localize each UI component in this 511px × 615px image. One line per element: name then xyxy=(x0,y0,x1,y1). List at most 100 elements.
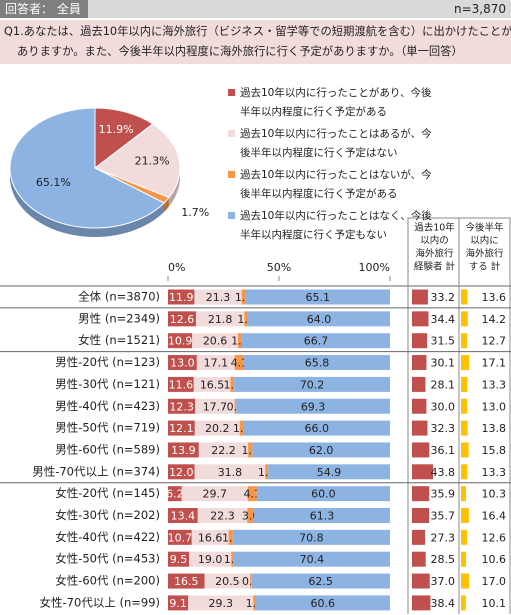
bar-label: 12.1 xyxy=(169,422,194,435)
bar-label: 31.8 xyxy=(218,466,243,479)
bar-segment xyxy=(256,486,390,502)
bar-label: 65.1 xyxy=(305,291,330,304)
x-tick-label: 0% xyxy=(168,261,185,274)
bar-label: 17.7 xyxy=(203,400,228,413)
bar-segment xyxy=(204,573,251,589)
summary-bar xyxy=(461,333,468,349)
category-label: 全体 (n=3870) xyxy=(78,290,160,304)
summary-label: 13.0 xyxy=(482,400,507,413)
sample-size: n=3,870 xyxy=(454,2,506,16)
summary-bar xyxy=(461,420,468,436)
bar-label: 60.6 xyxy=(310,597,335,610)
summary-bar xyxy=(461,442,469,458)
category-label: 男性-70代以上 (n=374) xyxy=(32,464,160,478)
category-label: 男性-30代 (n=121) xyxy=(55,377,160,391)
bar-segment xyxy=(181,486,248,502)
column-title: 経験者 計 xyxy=(414,261,456,273)
bar-label: 16.5 xyxy=(200,378,225,391)
bar-label: 21.3 xyxy=(206,291,231,304)
summary-bar xyxy=(412,311,429,327)
bar-label: 54.9 xyxy=(317,466,342,479)
bar-segment xyxy=(247,311,390,327)
bar-label: 9.5 xyxy=(170,553,188,566)
question-line: Q1.あなたは、過去10年以内に海外旅行（ビジネス・留学等での短期渡航を含む）に… xyxy=(4,24,511,38)
summary-bar xyxy=(461,573,470,589)
pie-label: 21.3% xyxy=(135,155,170,168)
column-title: 以内の xyxy=(420,235,449,247)
summary-label: 28.1 xyxy=(431,378,456,391)
category-label: 男性-20代 (n=123) xyxy=(55,355,160,369)
legend-swatch xyxy=(228,171,235,178)
category-label: 女性-30代 (n=202) xyxy=(55,508,160,522)
summary-label: 33.2 xyxy=(431,291,456,304)
category-label: 女性 (n=1521) xyxy=(78,333,160,347)
summary-bar xyxy=(412,464,434,480)
bar-segment xyxy=(243,420,390,436)
summary-bar xyxy=(412,508,430,523)
summary-label: 34.4 xyxy=(431,313,456,326)
bar-segment xyxy=(168,442,199,458)
bar-segment xyxy=(245,289,390,305)
summary-bar xyxy=(412,442,430,458)
header-bar xyxy=(0,0,511,18)
summary-label: 10.1 xyxy=(482,597,507,610)
pie-slice xyxy=(9,107,165,229)
bar-segment xyxy=(194,464,266,480)
bar-segment xyxy=(168,508,198,523)
summary-label: 15.8 xyxy=(482,444,507,457)
bar-segment xyxy=(195,398,235,414)
bar-segment xyxy=(230,376,235,392)
summary-bar xyxy=(412,376,426,392)
bar-segment xyxy=(168,311,196,327)
column-title: 今後半年 xyxy=(465,222,504,234)
summary-label: 30.0 xyxy=(431,400,456,413)
bar-segment xyxy=(192,333,238,349)
bar-segment xyxy=(168,355,197,371)
bar-segment xyxy=(191,529,229,545)
legend-item: 過去10年以内に行ったことはないが、今後半年以内程度に行く予定がある xyxy=(228,166,435,204)
summary-bar xyxy=(412,595,431,611)
bar-segment xyxy=(234,376,390,392)
bar-label: 16.5 xyxy=(174,575,199,588)
bar-segment xyxy=(188,595,254,611)
bar-label: 61.3 xyxy=(310,510,335,523)
summary-label: 13.8 xyxy=(482,422,507,435)
pie-slice xyxy=(93,123,181,199)
bar-segment xyxy=(237,333,242,349)
legend-swatch xyxy=(228,89,235,96)
summary-label: 30.1 xyxy=(431,357,456,370)
bar-segment xyxy=(251,573,390,589)
x-tick-label: 100% xyxy=(359,261,390,274)
summary-bar xyxy=(412,529,426,545)
bar-segment xyxy=(168,529,192,545)
bar-label: 13.9 xyxy=(171,444,196,457)
bar-segment xyxy=(247,486,257,502)
x-tick-label: 50% xyxy=(267,261,291,274)
summary-label: 38.4 xyxy=(431,597,456,610)
legend-label: 過去10年以内に行ったことはあるが、今後半年以内程度に行く予定はない xyxy=(240,128,432,159)
summary-label: 36.1 xyxy=(431,444,456,457)
bar-segment xyxy=(168,398,196,414)
bar-segment xyxy=(228,529,233,545)
summary-bar xyxy=(412,486,430,502)
bar-label: 29.7 xyxy=(202,488,227,501)
category-label: 男性-60代 (n=589) xyxy=(55,442,160,456)
bar-label: 20.2 xyxy=(205,422,230,435)
column-title: 海外旅行 xyxy=(465,248,504,260)
bar-segment xyxy=(233,551,390,567)
summary-bar xyxy=(461,508,469,523)
bar-segment xyxy=(239,420,244,436)
bar-label: 65.8 xyxy=(305,357,330,370)
category-label: 女性-40代 (n=422) xyxy=(55,530,160,544)
category-label: 女性-20代 (n=145) xyxy=(55,486,160,500)
summary-label: 16.4 xyxy=(482,510,507,523)
question-bg xyxy=(0,20,511,64)
bar-label: 6.2 xyxy=(166,488,184,501)
summary-label: 13.6 xyxy=(482,291,507,304)
bar-segment xyxy=(247,508,254,523)
bar-label: 12.6 xyxy=(170,313,195,326)
bar-label: 29.3 xyxy=(208,597,233,610)
bar-segment xyxy=(253,595,256,611)
summary-bar xyxy=(412,333,428,349)
bar-segment xyxy=(234,355,244,371)
